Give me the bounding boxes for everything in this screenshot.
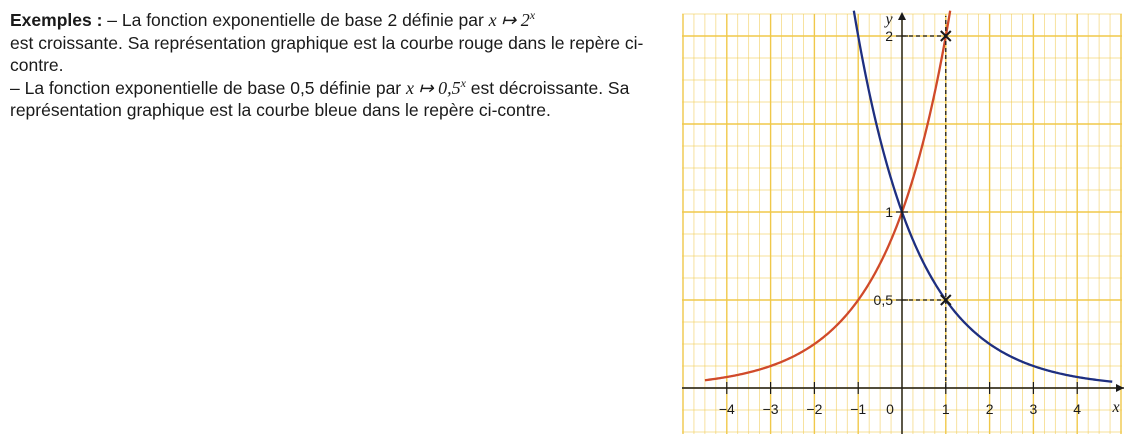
x-tick-label: 4 — [1073, 401, 1081, 417]
x-tick-label: 0 — [886, 401, 894, 417]
y-tick-label: 0,5 — [874, 292, 894, 308]
example-1-mapping: x ↦ 2 — [488, 10, 530, 30]
x-axis-label: x — [1111, 399, 1119, 416]
y-tick-label: 1 — [885, 204, 893, 220]
x-tick-label: 3 — [1030, 401, 1038, 417]
x-tick-label: 1 — [942, 401, 950, 417]
y-axis-label: y — [883, 11, 893, 28]
x-tick-label: −1 — [850, 401, 866, 417]
example-2-intro: – La fonction exponentielle de base 0,5 … — [10, 77, 406, 98]
example-1-description: est croissante. Sa représentation graphi… — [10, 32, 644, 76]
example-1-exponent: x — [529, 8, 536, 22]
x-axis-arrow — [1116, 384, 1124, 392]
curve-0-5-pow-x — [852, 10, 1113, 383]
x-tick-label: 2 — [986, 401, 994, 417]
y-axis-arrow — [898, 12, 906, 20]
exponential-graph: −4 −3 −2 −1 0 1 2 3 4 0,5 1 2 x y — [676, 8, 1126, 438]
labels: −4 −3 −2 −1 0 1 2 3 4 0,5 1 2 x y — [719, 11, 1120, 417]
examples-lead: Exemples : — [10, 10, 103, 30]
curves — [704, 10, 1113, 383]
grid-minor — [682, 13, 1122, 434]
example-2-mapping: x ↦ 0,5 — [406, 77, 461, 98]
x-tick-label: −2 — [806, 401, 822, 417]
point-marker — [940, 30, 952, 42]
examples-text: Exemples : – La fonction exponentielle d… — [10, 9, 650, 122]
x-tick-label: −4 — [719, 401, 735, 417]
example-1-intro: – La fonction exponentielle de base 2 dé… — [102, 10, 489, 30]
marks — [902, 16, 952, 388]
x-tick-label: −3 — [763, 401, 779, 417]
example-1: Exemples : – La fonction exponentielle d… — [10, 9, 650, 77]
y-tick-label: 2 — [885, 28, 893, 44]
example-2-exponent: x — [460, 75, 466, 90]
curve-2-pow-x — [704, 10, 952, 382]
example-2: – La fonction exponentielle de base 0,5 … — [10, 77, 650, 122]
point-marker — [940, 294, 952, 306]
example-2-description: est décroissante. Sa représentation grap… — [10, 77, 630, 121]
